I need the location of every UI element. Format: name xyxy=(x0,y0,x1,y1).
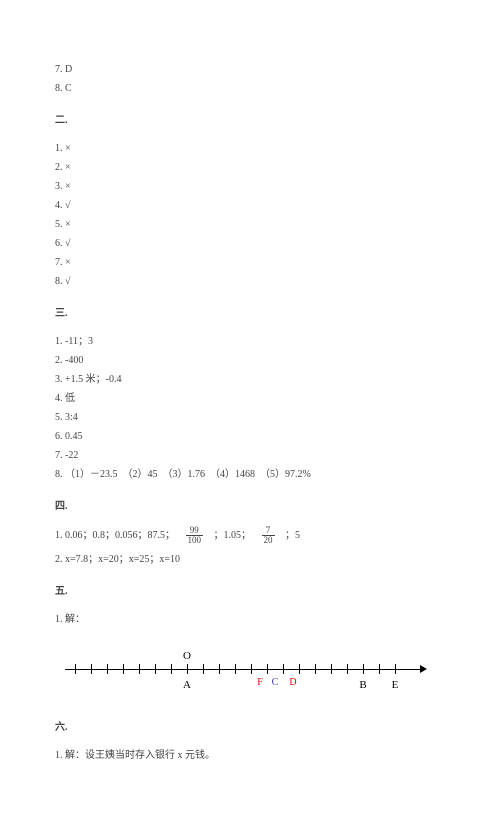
label-A: A xyxy=(183,676,191,696)
number-line: O A F C D B E xyxy=(65,659,425,689)
label-D: D xyxy=(289,674,296,692)
list-item: 2. -400 xyxy=(55,352,445,370)
tick xyxy=(251,664,252,674)
s4-l1a: 1. 0.06；0.8；0.056；87.5； xyxy=(55,530,175,541)
list-item: 8. √ xyxy=(55,273,445,291)
axis-line xyxy=(65,669,425,670)
list-item: 6. 0.45 xyxy=(55,428,445,446)
s4-l1b: ；1.05； xyxy=(214,530,252,541)
s4-l1c: ；5 xyxy=(285,530,300,541)
arrow-icon xyxy=(420,665,427,673)
tick xyxy=(155,664,156,674)
section-5-header: 五. xyxy=(55,583,445,601)
label-F: F xyxy=(257,674,263,692)
tick xyxy=(123,664,124,674)
list-item: 8. （1）－23.5 （2）45 （3）1.76 （4）1468 （5）97.… xyxy=(55,466,445,484)
section-3-header: 三. xyxy=(55,305,445,323)
list-item: 1. -11；3 xyxy=(55,333,445,351)
section-2-header: 二. xyxy=(55,112,445,130)
label-O: O xyxy=(183,647,191,667)
section-2-items: 1. ×2. ×3. ×4. √5. ×6. √7. ×8. √ xyxy=(55,140,445,291)
label-B: B xyxy=(359,676,366,696)
tick xyxy=(347,664,348,674)
label-E: E xyxy=(392,676,399,696)
list-item: 4. 低 xyxy=(55,390,445,408)
tick xyxy=(395,664,396,674)
tick xyxy=(379,664,380,674)
list-item: 4. √ xyxy=(55,197,445,215)
list-item: 7. -22 xyxy=(55,447,445,465)
list-item: 3. × xyxy=(55,178,445,196)
list-item: 2. × xyxy=(55,159,445,177)
tick xyxy=(107,664,108,674)
tick xyxy=(203,664,204,674)
list-item: 1. × xyxy=(55,140,445,158)
section-6-line: 1. 解：设王姨当时存入银行 x 元钱。 xyxy=(55,747,445,765)
mc-7: 7. D xyxy=(55,61,445,79)
section-4-line2: 2. x=7.8；x=20；x=25；x=10 xyxy=(55,551,445,569)
tick xyxy=(299,664,300,674)
tick xyxy=(267,664,268,674)
section-4-header: 四. xyxy=(55,498,445,516)
tick xyxy=(219,664,220,674)
tick xyxy=(139,664,140,674)
list-item: 5. × xyxy=(55,216,445,234)
fraction-1: 99100 xyxy=(186,526,204,545)
tick xyxy=(91,664,92,674)
section-6-header: 六. xyxy=(55,719,445,737)
fraction-2: 720 xyxy=(262,526,275,545)
list-item: 3. +1.5 米；-0.4 xyxy=(55,371,445,389)
list-item: 5. 3:4 xyxy=(55,409,445,427)
mc-8: 8. C xyxy=(55,80,445,98)
tick xyxy=(331,664,332,674)
list-item: 6. √ xyxy=(55,235,445,253)
list-item: 7. × xyxy=(55,254,445,272)
tick xyxy=(171,664,172,674)
section-3-items: 1. -11；32. -4003. +1.5 米；-0.44. 低5. 3:46… xyxy=(55,333,445,484)
tick xyxy=(235,664,236,674)
section-4-line1: 1. 0.06；0.8；0.056；87.5； 99100 ；1.05； 720… xyxy=(55,526,445,545)
tick xyxy=(315,664,316,674)
tick xyxy=(283,664,284,674)
tick xyxy=(75,664,76,674)
section-5-line: 1. 解： xyxy=(55,611,445,629)
label-C: C xyxy=(272,674,279,692)
tick xyxy=(363,664,364,674)
